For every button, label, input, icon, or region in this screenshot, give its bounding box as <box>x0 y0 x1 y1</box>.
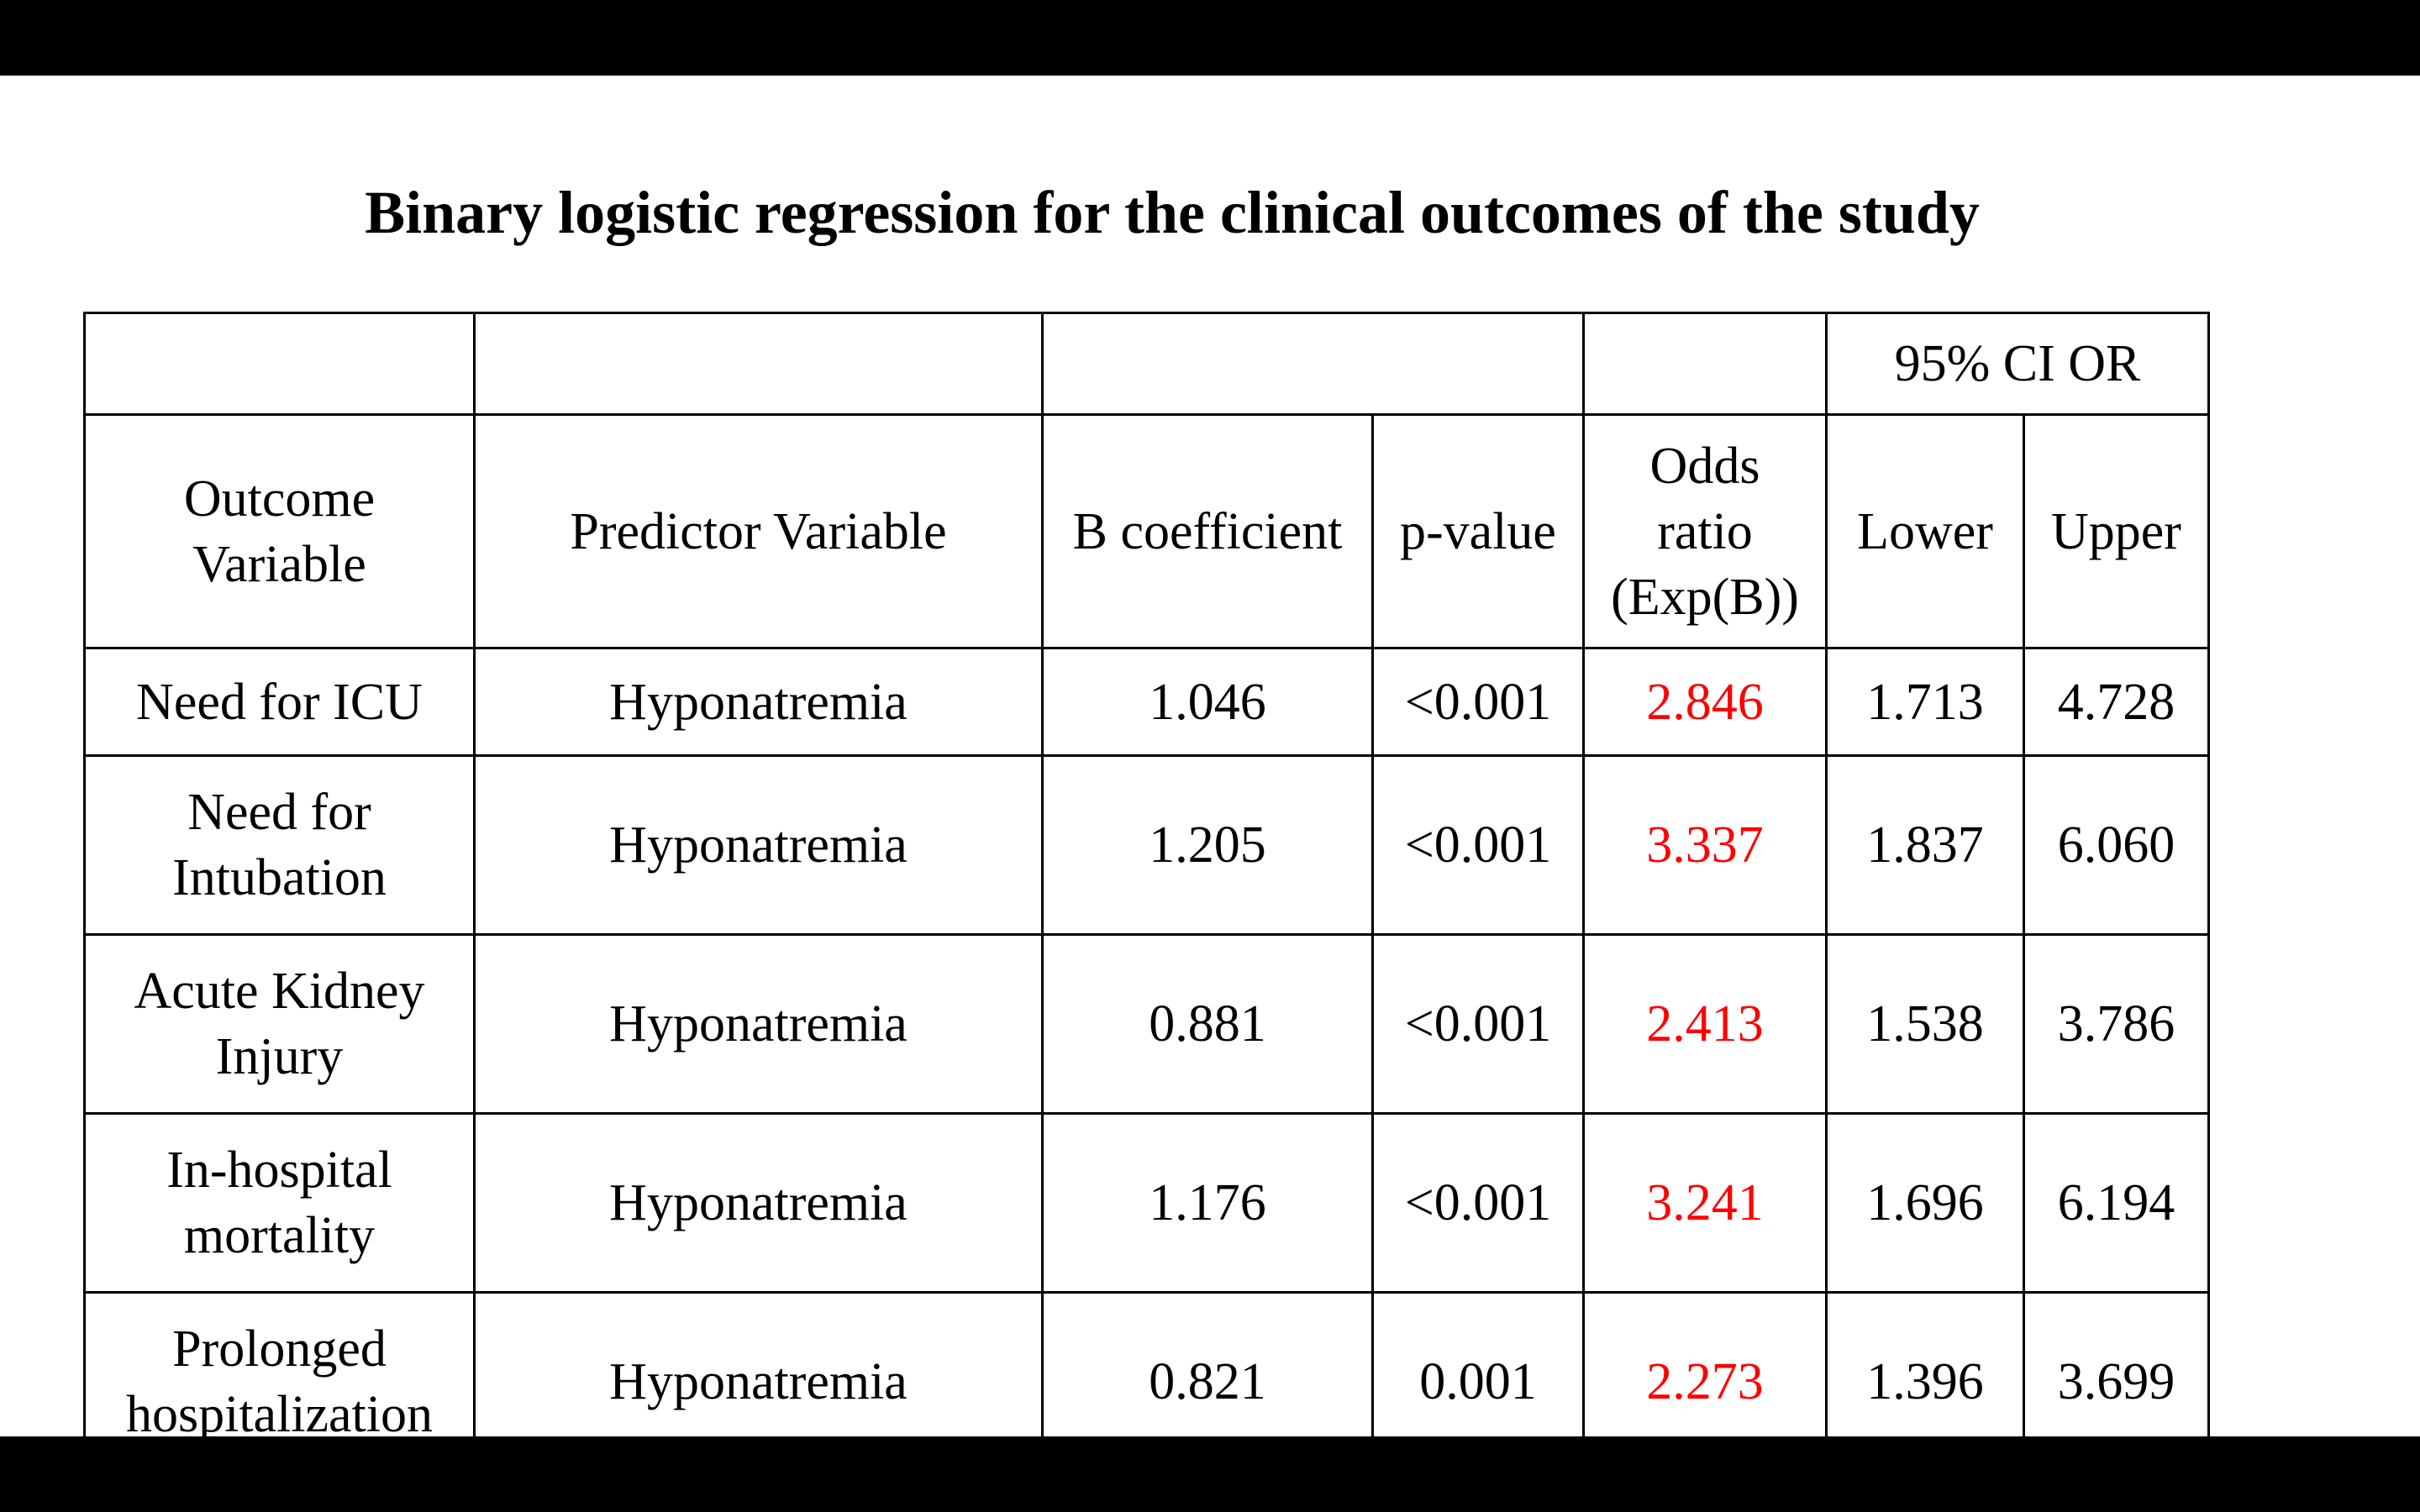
regression-table: 95% CI OR Outcome Variable Predictor Var… <box>83 312 2210 1473</box>
predictor-cell: Hyponatremia <box>473 933 1044 1115</box>
header-odds-line-2: ratio <box>1657 502 1753 560</box>
upper-cell: 6.060 <box>2023 754 2210 936</box>
outcome-line: Injury <box>215 1028 344 1085</box>
upper-cell: 4.728 <box>2023 647 2210 757</box>
outcome-line: Acute Kidney <box>134 963 425 1020</box>
group-header-row: 95% CI OR <box>83 312 2210 416</box>
outcome-cell: Acute Kidney Injury <box>83 933 476 1115</box>
table-row: Need for ICU Hyponatremia 1.046 <0.001 2… <box>83 647 2210 757</box>
outcome-cell: Need for Intubation <box>83 754 476 936</box>
p-value-cell: <0.001 <box>1371 1112 1585 1294</box>
header-predictor-variable: Predictor Variable <box>473 413 1044 649</box>
upper-cell: 3.699 <box>2023 1291 2210 1473</box>
b-coefficient-cell: 1.176 <box>1041 1112 1374 1294</box>
table-row: Acute Kidney Injury Hyponatremia 0.881 <… <box>83 933 2210 1115</box>
outcome-line: hospitalization <box>125 1386 434 1443</box>
p-value-cell: <0.001 <box>1371 933 1585 1115</box>
odds-ratio-cell: 3.241 <box>1582 1112 1828 1294</box>
outcome-line: Intubation <box>172 849 387 906</box>
predictor-cell: Hyponatremia <box>473 647 1044 757</box>
header-odds-line-3: (Exp(B)) <box>1611 568 1799 626</box>
lower-cell: 1.538 <box>1825 933 2025 1115</box>
p-value-cell: <0.001 <box>1371 647 1585 757</box>
predictor-cell: Hyponatremia <box>473 1291 1044 1473</box>
outcome-cell: In-hospital mortality <box>83 1112 476 1294</box>
p-value-cell: 0.001 <box>1371 1291 1585 1473</box>
b-coefficient-cell: 1.046 <box>1041 647 1374 757</box>
header-outcome-line-2: Variable <box>192 535 366 593</box>
outcome-cell: Prolonged hospitalization <box>83 1291 476 1473</box>
ci-group-header: 95% CI OR <box>1825 312 2210 416</box>
header-upper: Upper <box>2023 413 2210 649</box>
lower-cell: 1.696 <box>1825 1112 2025 1294</box>
header-lower: Lower <box>1825 413 2025 649</box>
column-header-row: Outcome Variable Predictor Variable B co… <box>83 413 2210 649</box>
odds-ratio-cell: 3.337 <box>1582 754 1828 936</box>
outcome-cell: Need for ICU <box>83 647 476 757</box>
odds-ratio-cell: 2.413 <box>1582 933 1828 1115</box>
table-row: Prolonged hospitalization Hyponatremia 0… <box>83 1291 2210 1473</box>
predictor-cell: Hyponatremia <box>473 1112 1044 1294</box>
empty-cell <box>1041 312 1585 416</box>
b-coefficient-cell: 1.205 <box>1041 754 1374 936</box>
table-row: Need for Intubation Hyponatremia 1.205 <… <box>83 754 2210 936</box>
lower-cell: 1.396 <box>1825 1291 2025 1473</box>
outcome-line: Prolonged <box>172 1320 387 1378</box>
predictor-cell: Hyponatremia <box>473 754 1044 936</box>
header-outcome-line-1: Outcome <box>183 470 376 528</box>
header-odds-ratio: Odds ratio (Exp(B)) <box>1582 413 1828 649</box>
lower-cell: 1.837 <box>1825 754 2025 936</box>
slide: Binary logistic regression for the clini… <box>0 76 2420 1473</box>
b-coefficient-cell: 0.821 <box>1041 1291 1374 1473</box>
lower-cell: 1.713 <box>1825 647 2025 757</box>
header-outcome-variable: Outcome Variable <box>83 413 476 649</box>
odds-ratio-cell: 2.846 <box>1582 647 1828 757</box>
b-coefficient-cell: 0.881 <box>1041 933 1374 1115</box>
outcome-line: Need for <box>187 784 371 841</box>
header-b-coefficient: B coefficient <box>1041 413 1374 649</box>
odds-ratio-cell: 2.273 <box>1582 1291 1828 1473</box>
empty-cell <box>83 312 476 416</box>
outcome-line: Need for ICU <box>136 673 423 731</box>
upper-cell: 6.194 <box>2023 1112 2210 1294</box>
empty-cell <box>473 312 1044 416</box>
header-odds-line-1: Odds <box>1649 437 1760 495</box>
upper-cell: 3.786 <box>2023 933 2210 1115</box>
header-p-value: p-value <box>1371 413 1585 649</box>
outcome-line: mortality <box>183 1207 376 1264</box>
p-value-cell: <0.001 <box>1371 754 1585 936</box>
table-title: Binary logistic regression for the clini… <box>365 179 1980 246</box>
outcome-line: In-hospital <box>166 1142 392 1199</box>
empty-cell <box>1582 312 1828 416</box>
table-row: In-hospital mortality Hyponatremia 1.176… <box>83 1112 2210 1294</box>
